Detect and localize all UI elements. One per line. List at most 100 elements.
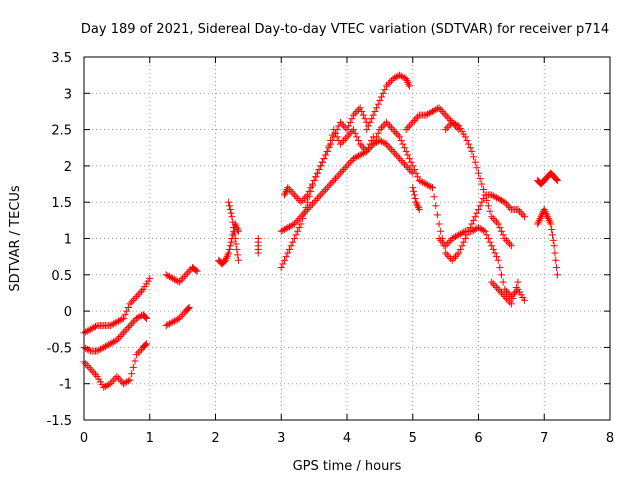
- data-point-interp: [222, 254, 230, 262]
- data-point: [290, 220, 298, 228]
- data-point-interp: [394, 153, 402, 161]
- data-point-interp: [101, 382, 109, 390]
- data-point-interp: [346, 118, 354, 126]
- data-point-interp: [506, 240, 514, 248]
- data-point-interp: [232, 240, 240, 248]
- data-point-interp: [116, 316, 124, 324]
- data-point-interp: [103, 382, 111, 390]
- data-point: [448, 118, 456, 126]
- data-point-interp: [437, 227, 445, 235]
- data-point: [225, 198, 233, 206]
- data-point-interp: [424, 181, 432, 189]
- data-point-interp: [138, 287, 146, 295]
- data-point-interp: [413, 200, 421, 208]
- y-tick-label: 1: [64, 233, 72, 248]
- data-point-interp: [552, 256, 560, 264]
- data-point-interp: [226, 242, 234, 250]
- data-point-interp: [345, 160, 353, 168]
- data-point-interp: [129, 296, 137, 304]
- x-axis: 0 1 2 3 4 5 6 7 8: [80, 57, 614, 446]
- data-point: [290, 235, 298, 242]
- data-point-interp: [379, 89, 387, 97]
- data-point-interp: [111, 319, 119, 327]
- data-point: [435, 220, 443, 228]
- data-point-interp: [230, 224, 238, 232]
- data-point: [448, 235, 456, 242]
- data-point-interp: [478, 225, 486, 233]
- data-point-interp: [108, 321, 116, 329]
- data-point-interp: [83, 362, 91, 370]
- data-point: [133, 293, 141, 301]
- data-point: [343, 162, 351, 170]
- data-point-interp: [118, 315, 126, 323]
- x-tick-label: 8: [606, 431, 614, 446]
- data-point: [501, 198, 509, 206]
- data-point: [461, 235, 469, 242]
- data-point-interp: [224, 251, 232, 259]
- data-point-interp: [338, 167, 346, 175]
- data-point: [475, 224, 482, 232]
- data-point-interp: [498, 227, 506, 235]
- y-axis-label: SDTVAR / TECUs: [8, 185, 23, 292]
- data-point-interp: [394, 131, 402, 139]
- data-point-interp: [399, 140, 407, 148]
- data-point-interp: [499, 278, 507, 286]
- data-point-interp: [289, 238, 297, 246]
- data-point: [133, 314, 141, 322]
- data-point: [435, 104, 443, 112]
- data-point-interp: [110, 320, 118, 328]
- data-point-interp: [541, 207, 549, 215]
- data-point: [507, 242, 515, 250]
- data-point-interp: [281, 225, 289, 233]
- data-point: [544, 213, 552, 221]
- data-point-interp: [184, 304, 192, 312]
- data-point-interp: [427, 108, 435, 116]
- data-point-interp: [351, 129, 359, 137]
- data-point-interp: [504, 238, 512, 246]
- data-point-interp: [364, 144, 372, 152]
- data-point-interp: [355, 152, 363, 160]
- data-point-interp: [450, 254, 458, 262]
- data-point-interp: [399, 73, 407, 81]
- data-point-interp: [341, 124, 349, 132]
- data-point-interp: [131, 357, 139, 365]
- data-point-interp: [348, 127, 356, 135]
- data-point: [343, 126, 351, 134]
- data-point-interp: [403, 77, 411, 85]
- data-point-interp: [300, 209, 308, 217]
- data-point: [113, 336, 121, 344]
- x-tick-label: 2: [211, 431, 219, 446]
- data-point-interp: [405, 155, 413, 163]
- data-point-interp: [128, 370, 136, 378]
- chart-title: Day 189 of 2021, Sidereal Day-to-day VTE…: [81, 22, 609, 37]
- data-point-interp: [348, 115, 356, 123]
- data-point-interp: [355, 106, 363, 114]
- data-point: [468, 227, 476, 235]
- data-point-interp: [82, 360, 90, 368]
- data-point: [87, 365, 95, 373]
- data-point-interp: [473, 164, 481, 172]
- x-tick-label: 1: [146, 431, 154, 446]
- y-tick-label: 0.5: [51, 269, 72, 284]
- data-point: [297, 198, 305, 206]
- data-point-interp: [397, 136, 405, 144]
- data-point-interp: [458, 242, 466, 250]
- data-point-interp: [463, 136, 471, 144]
- data-point-interp: [307, 202, 315, 210]
- data-point-interp: [484, 235, 492, 242]
- data-point: [317, 162, 325, 170]
- data-point-interp: [479, 195, 487, 203]
- data-point-interp: [129, 363, 137, 371]
- data-point: [93, 347, 101, 355]
- data-point: [396, 71, 404, 79]
- data-point-interp: [425, 109, 433, 117]
- data-point-interp: [414, 113, 422, 121]
- data-point-interp: [341, 135, 349, 143]
- data-point-interp: [491, 193, 499, 201]
- x-tick-label: 5: [409, 431, 417, 446]
- y-tick-label: -1: [59, 378, 72, 393]
- data-point: [175, 278, 183, 286]
- data-point: [133, 351, 141, 359]
- data-point-interp: [471, 225, 479, 233]
- data-point: [330, 133, 338, 141]
